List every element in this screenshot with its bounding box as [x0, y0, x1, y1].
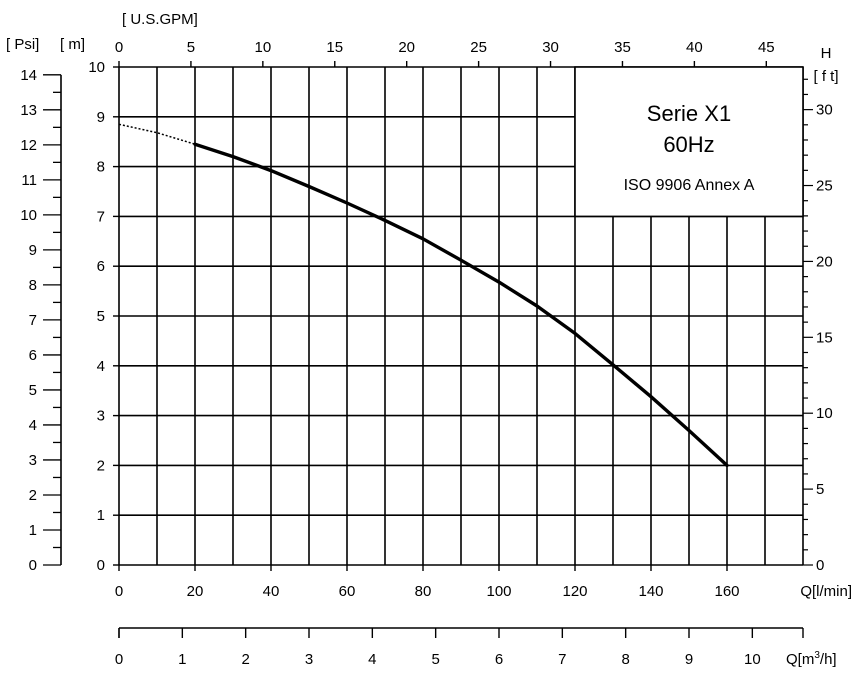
- y-tick-label: 4: [97, 358, 105, 375]
- x-axis-title: Q[l/min]: [800, 583, 852, 600]
- psi-tick-label: 5: [29, 382, 37, 399]
- curve-line: [193, 142, 729, 468]
- y-axis-ft: H [ f t] 0 5 10 15 20 25 30: [803, 45, 839, 574]
- x-tick-label: 120: [562, 583, 587, 600]
- y-tick-label: 2: [97, 457, 105, 474]
- x-top-tick-label: 30: [542, 39, 559, 56]
- psi-tick-label: 10: [20, 207, 37, 224]
- x-tick-label: 60: [339, 583, 356, 600]
- ft-tick-label: 15: [816, 329, 833, 346]
- x-top-tick-label: 15: [326, 39, 343, 56]
- psi-tick-label: 13: [20, 102, 37, 119]
- psi-tick-label: 12: [20, 137, 37, 154]
- m3h-tick-label: 8: [621, 651, 629, 668]
- psi-tick-label: 8: [29, 277, 37, 294]
- x-top-tick-label: 0: [115, 39, 123, 56]
- m3h-tick-label: 6: [495, 651, 503, 668]
- m3h-tick-label: 7: [558, 651, 566, 668]
- x-tick-label: 20: [187, 583, 204, 600]
- x-top-tick-label: 20: [398, 39, 415, 56]
- ft-tick-label: 0: [816, 557, 824, 574]
- m3h-tick-label: 1: [178, 651, 186, 668]
- y-tick-label: 9: [97, 109, 105, 126]
- ft-axis-title: [ f t]: [813, 68, 838, 85]
- legend-box: Serie X1 60Hz ISO 9906 Annex A: [574, 66, 804, 218]
- y-tick-label: 5: [97, 308, 105, 325]
- y-axis-m: [ m] 0 1 2 3 4 5 6 7 8 9 10: [60, 36, 119, 574]
- y-tick-label: 3: [97, 408, 105, 425]
- psi-tick-label: 6: [29, 347, 37, 364]
- ft-tick-label: 10: [816, 405, 833, 422]
- psi-tick-label: 0: [29, 557, 37, 574]
- m3h-tick-label: 5: [431, 651, 439, 668]
- x-tick-label: 0: [115, 583, 123, 600]
- legend-box-frame: [574, 66, 804, 218]
- x-tick-label: 100: [486, 583, 511, 600]
- x-top-axis-title: [ U.S.GPM]: [122, 11, 198, 28]
- performance-curve: [118, 123, 729, 468]
- psi-tick-label: 1: [29, 522, 37, 539]
- legend-line: Serie X1: [647, 101, 731, 126]
- psi-axis-title: [ Psi]: [6, 36, 39, 53]
- x-tick-label: 80: [415, 583, 432, 600]
- psi-tick-label: 2: [29, 487, 37, 504]
- y-axis-title: [ m]: [60, 36, 85, 53]
- psi-tick-label: 9: [29, 242, 37, 259]
- y-tick-label: 1: [97, 507, 105, 524]
- legend-line: ISO 9906 Annex A: [624, 177, 755, 194]
- psi-tick-label: 7: [29, 312, 37, 329]
- x-top-tick-label: 5: [187, 39, 195, 56]
- m3h-tick-label: 4: [368, 651, 376, 668]
- x-top-tick-label: 45: [758, 39, 775, 56]
- x-top-tick-label: 40: [686, 39, 703, 56]
- y-tick-label: 6: [97, 258, 105, 275]
- x-tick-label: 160: [714, 583, 739, 600]
- x-tick-label: 140: [638, 583, 663, 600]
- m3h-tick-label: 10: [744, 651, 761, 668]
- ft-tick-label: 20: [816, 253, 833, 270]
- psi-tick-label: 4: [29, 417, 37, 434]
- y-tick-label: 7: [97, 208, 105, 225]
- x-top-tick-label: 35: [614, 39, 631, 56]
- y-tick-label: 10: [88, 59, 105, 76]
- curve-extrapolated-segment: [118, 123, 196, 145]
- x-top-tick-label: 10: [255, 39, 272, 56]
- ft-tick-label: 25: [816, 178, 833, 195]
- ft-axis-symbol: H: [821, 45, 832, 62]
- m3h-tick-label: 3: [305, 651, 313, 668]
- psi-tick-label: 14: [20, 67, 37, 84]
- m3h-axis-title: Q[m3/h]: [786, 650, 837, 668]
- legend-line: 60Hz: [663, 132, 714, 157]
- ft-tick-label: 5: [816, 481, 824, 498]
- x-tick-label: 40: [263, 583, 280, 600]
- m3h-tick-label: 9: [685, 651, 693, 668]
- y-tick-label: 0: [97, 557, 105, 574]
- ft-tick-label: 30: [816, 102, 833, 119]
- y-tick-label: 8: [97, 159, 105, 176]
- x-axis-m3h: 0 1 2 3 4 5 6 7 8 9 10 Q[m3/h]: [115, 627, 837, 668]
- psi-tick-label: 11: [21, 172, 37, 189]
- x-top-tick-label: 25: [470, 39, 487, 56]
- x-axis-gpm: [ U.S.GPM] 0 5 10 15 20 25 30 35 40 45: [115, 11, 775, 67]
- m3h-tick-label: 2: [241, 651, 249, 668]
- psi-tick-label: 3: [29, 452, 37, 469]
- x-axis-lmin: 0 20 40 60 80 100 120 140 160 Q[l/min]: [115, 565, 852, 600]
- m3h-tick-label: 0: [115, 651, 123, 668]
